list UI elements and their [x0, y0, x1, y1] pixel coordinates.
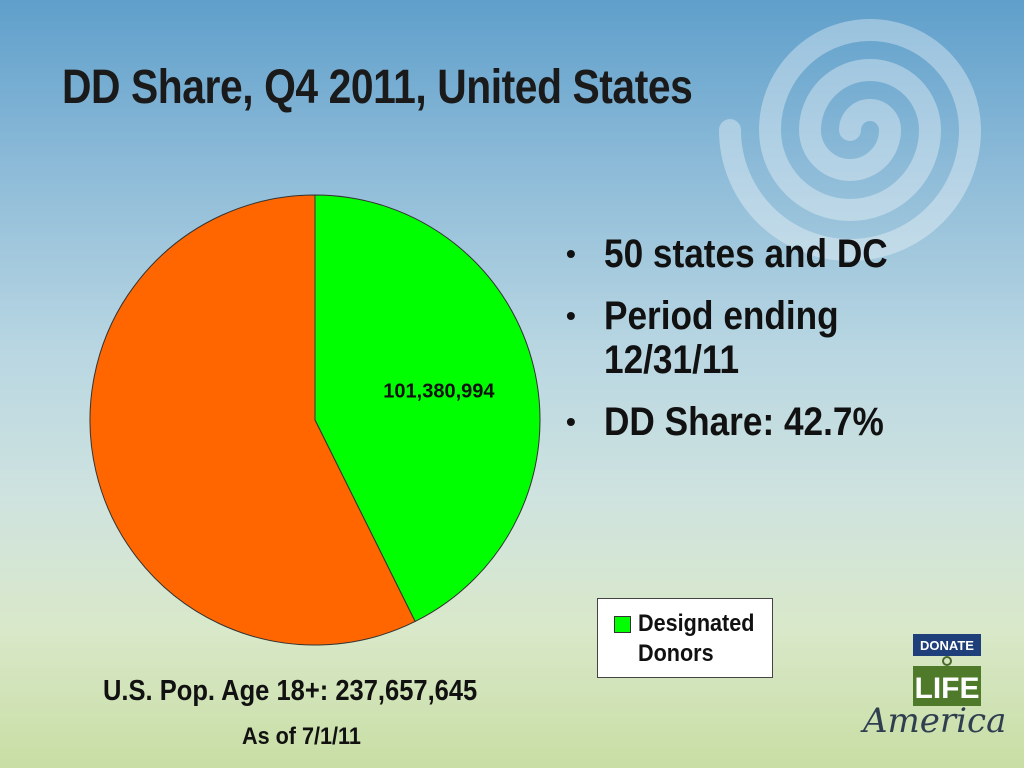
svg-text:LIFE: LIFE	[915, 672, 980, 705]
pie-slice-label: 101,380,994	[383, 380, 495, 402]
bullet-item: • DD Share: 42.7%	[560, 400, 1000, 444]
bullet-list: • 50 states and DC • Period ending 12/31…	[560, 232, 1000, 462]
pie-slice-1	[89, 194, 416, 646]
bullet-text: Period ending 12/31/11	[604, 294, 839, 382]
legend-swatch	[614, 616, 631, 633]
legend-label: Designated Donors	[638, 610, 755, 667]
bullet-dot-icon: •	[566, 406, 576, 437]
as-of-label: As of 7/1/11	[242, 723, 361, 750]
donate-life-logo: DONATE LIFE America	[860, 634, 1005, 741]
bullet-text: 50 states and DC	[604, 232, 888, 276]
svg-text:America: America	[860, 701, 1005, 741]
svg-text:DONATE: DONATE	[920, 638, 974, 653]
bullet-text: DD Share: 42.7%	[604, 400, 884, 444]
population-label: U.S. Pop. Age 18+: 237,657,645	[103, 675, 478, 707]
bullet-dot-icon: •	[566, 300, 576, 331]
swirl-decoration	[719, 19, 982, 261]
bullet-item: • Period ending 12/31/11	[560, 294, 1000, 382]
page-title: DD Share, Q4 2011, United States	[62, 61, 693, 114]
chart-legend: Designated Donors	[597, 598, 773, 678]
pie-chart: 101,380,994	[89, 194, 541, 646]
bullet-dot-icon: •	[566, 238, 576, 269]
bullet-item: • 50 states and DC	[560, 232, 1000, 276]
pie-slice-0	[314, 194, 541, 623]
